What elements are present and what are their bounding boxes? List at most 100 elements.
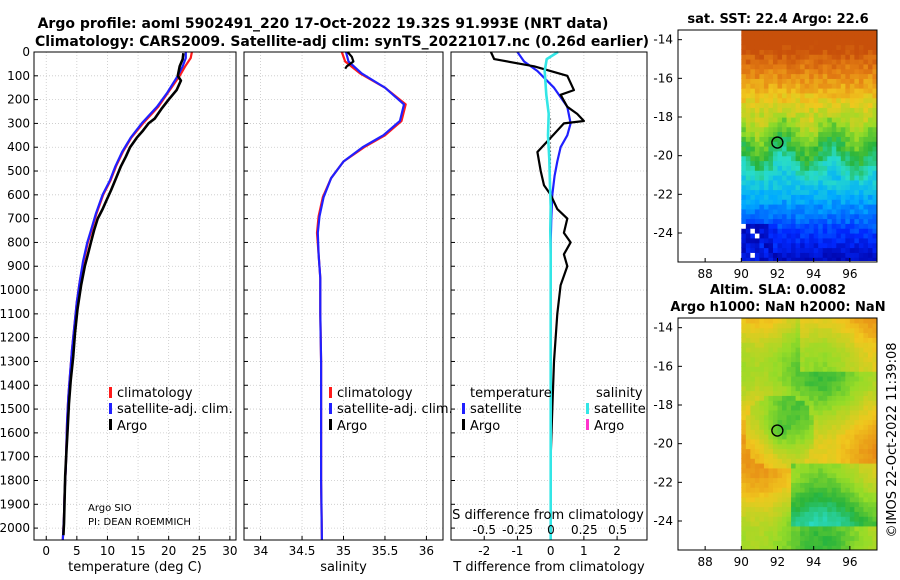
map-cell [759, 535, 765, 541]
map-cell [795, 400, 801, 406]
map-cell [754, 150, 761, 157]
map-cell [777, 545, 783, 550]
map-cell [777, 366, 783, 372]
map-cell [763, 463, 770, 469]
map-cell [777, 165, 783, 171]
map-cell [827, 322, 833, 329]
map-cell [777, 160, 783, 166]
map-cell [845, 107, 851, 113]
map-cell [741, 530, 747, 537]
map-cell [795, 458, 801, 464]
map-cell [854, 482, 860, 488]
depth-tick-label: 900 [7, 259, 30, 273]
map-cell [800, 496, 806, 503]
map-cell [750, 472, 756, 479]
map-cell [754, 453, 761, 459]
map-cell [759, 68, 765, 75]
map-cell [791, 492, 797, 498]
map-cell [818, 327, 824, 334]
map-cell [872, 59, 877, 65]
map-cell [741, 463, 747, 469]
map-cell [782, 49, 788, 55]
map-cell [840, 332, 846, 338]
map-cell [750, 34, 756, 41]
map-cell [786, 361, 792, 367]
map-cell [840, 380, 846, 387]
map-cell [754, 545, 761, 550]
map-cell [750, 112, 756, 118]
map-cell [759, 194, 765, 200]
map-cell [795, 218, 801, 224]
map-cell [809, 453, 815, 459]
map-cell [782, 332, 788, 338]
map-cell [831, 376, 837, 382]
map-cell [768, 545, 774, 550]
map-cell [754, 530, 761, 537]
map-cell [818, 458, 824, 464]
map-cell [768, 97, 774, 104]
map-cell [791, 34, 797, 41]
map-cell [827, 371, 833, 377]
map-cell [867, 247, 874, 253]
map-cell [822, 175, 828, 181]
map-cell [867, 136, 874, 142]
map-cell [795, 30, 801, 36]
map-cell [777, 83, 783, 89]
map-cell [831, 155, 837, 162]
map-cell [800, 535, 806, 541]
map-cell [800, 376, 806, 382]
map-cell [845, 448, 851, 454]
map-cell [867, 179, 874, 186]
map-cell [763, 400, 770, 406]
map-cell [804, 501, 810, 508]
map-cell [754, 208, 761, 215]
map-cell [745, 155, 751, 162]
map-cell [763, 131, 770, 137]
map-cell [840, 525, 846, 532]
map-cell [872, 121, 877, 128]
map-cell [840, 448, 846, 454]
map-cell [858, 54, 865, 60]
map-cell [836, 44, 842, 50]
map-cell [795, 189, 801, 195]
map-cell [818, 63, 824, 70]
map-cell [849, 443, 855, 450]
map-cell [863, 472, 869, 479]
map-cell [754, 424, 761, 430]
map-cell [759, 223, 765, 229]
map-cell [782, 184, 788, 191]
map-x-tick-label: 90 [734, 555, 749, 569]
map-cell [782, 521, 788, 527]
map-cell [795, 83, 801, 89]
map-cell [772, 121, 779, 128]
map-cell [777, 501, 783, 508]
map-cell [813, 34, 819, 41]
sla-map: 88 90 92 94 96-14-16-18-20-22-24 [653, 317, 878, 569]
map-cell [818, 419, 824, 425]
map-cell [863, 492, 869, 498]
map-cell [782, 463, 788, 469]
map-cell [750, 540, 756, 546]
map-cell [741, 131, 747, 137]
map-cell [836, 213, 842, 220]
map-cell [782, 351, 788, 358]
map-cell [782, 356, 788, 363]
map-cell [795, 453, 801, 459]
map-cell [813, 165, 819, 171]
map-cell [791, 44, 797, 50]
map-cell [745, 434, 751, 440]
map-cell [813, 376, 819, 382]
map-cell [867, 184, 874, 191]
map-cell [827, 204, 833, 210]
map-cell [768, 107, 774, 113]
map-cell [854, 34, 860, 41]
map-cell [872, 242, 877, 249]
map-cell [795, 322, 801, 329]
map-cell [772, 511, 779, 517]
map-cell [795, 257, 801, 261]
map-cell [763, 73, 770, 79]
map-cell [813, 327, 819, 334]
map-cell [741, 511, 747, 517]
map-cell [741, 380, 747, 387]
map-cell [822, 88, 828, 94]
